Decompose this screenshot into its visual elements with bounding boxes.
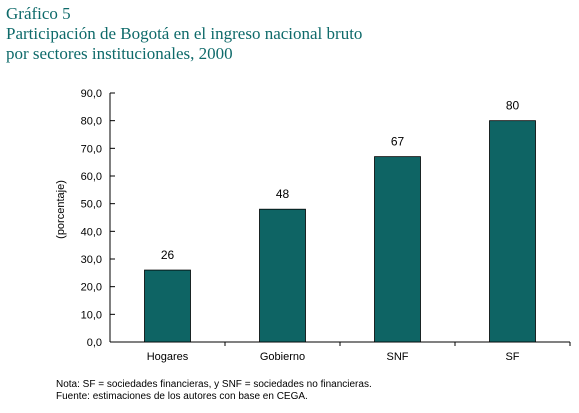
y-tick-label: 20,0 [81,282,102,294]
y-tick-label: 10,0 [81,309,102,321]
y-tick-label: 40,0 [81,226,102,238]
x-tick-label: Gobierno [260,351,305,363]
data-label: 67 [391,135,405,149]
y-tick-label: 90,0 [81,88,102,100]
y-tick-label: 80,0 [81,116,102,128]
bar-snf [374,156,421,343]
bar-gobierno [259,208,306,343]
y-tick-label: 70,0 [81,143,102,155]
bar-sf [489,120,536,343]
x-tick-label: SNF [387,351,409,363]
chart-notes: Nota: SF = sociedades financieras, y SNF… [56,379,372,403]
x-tick-label: SF [505,351,519,363]
chart-number: Gráfico 5 [6,4,71,23]
data-label: 80 [506,99,520,113]
bar-hogares [144,269,191,343]
y-tick-label: 30,0 [81,254,102,266]
source-text: Fuente: estimaciones de los autores con … [56,391,308,402]
x-tick-label: Hogares [147,351,189,363]
y-tick-label: 50,0 [81,199,102,211]
chart-header: Gráfico 5 Participación de Bogotá en el … [6,4,362,64]
data-label: 48 [276,187,290,201]
note-text: Nota: SF = sociedades financieras, y SNF… [56,379,372,390]
chart-title-line-1: Participación de Bogotá en el ingreso na… [6,24,363,43]
y-tick-label: 60,0 [81,171,102,183]
y-axis-label: (porcentaje) [55,180,67,239]
y-tick-label: 0,0 [87,337,102,349]
data-label: 26 [161,248,175,262]
chart-title-line-2: por sectores institucionales, 2000 [6,44,233,63]
